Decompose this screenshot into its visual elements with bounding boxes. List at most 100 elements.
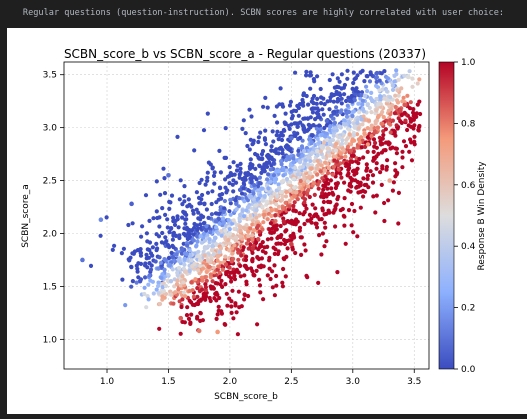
data-point (168, 226, 174, 231)
data-point (337, 92, 342, 97)
data-point (347, 98, 352, 104)
data-point (254, 268, 259, 273)
data-point (298, 135, 303, 140)
data-point (154, 179, 159, 184)
data-point (379, 71, 384, 76)
data-point (289, 122, 294, 127)
data-point (182, 262, 187, 267)
data-point (331, 99, 336, 104)
data-point (396, 93, 401, 98)
data-point (304, 93, 309, 99)
data-point (388, 112, 393, 117)
data-point (189, 300, 194, 305)
data-point (268, 179, 273, 184)
data-point (232, 277, 238, 282)
data-point (280, 151, 285, 156)
data-point (384, 101, 389, 106)
data-point (250, 222, 255, 227)
data-point (365, 126, 370, 131)
data-point (222, 235, 228, 240)
data-point (337, 135, 342, 140)
data-point (218, 246, 223, 251)
data-point (199, 240, 204, 245)
data-point (210, 244, 215, 249)
x-tick-label: 2.0 (223, 377, 238, 387)
data-point (272, 251, 277, 256)
data-point (360, 106, 365, 111)
data-point (284, 176, 290, 182)
data-point (364, 84, 369, 89)
data-point (365, 74, 370, 79)
data-point (162, 267, 167, 272)
data-point (226, 217, 231, 223)
data-point (269, 236, 274, 241)
data-point (182, 210, 187, 215)
data-point (147, 218, 152, 223)
data-point (130, 221, 135, 226)
data-point (237, 175, 242, 180)
data-point (338, 151, 344, 156)
data-point (184, 269, 189, 274)
data-point (369, 134, 374, 139)
data-point (317, 140, 322, 145)
data-point (302, 242, 307, 247)
data-point (392, 129, 397, 134)
data-point (294, 190, 299, 195)
data-point (170, 267, 175, 272)
data-point (346, 95, 351, 100)
data-point (144, 252, 149, 257)
data-point (202, 253, 207, 258)
data-point (412, 139, 417, 144)
data-point (198, 263, 203, 268)
data-point-outlier (215, 329, 220, 335)
data-point (417, 77, 422, 82)
data-point (381, 148, 386, 153)
data-point (119, 251, 124, 256)
data-point (315, 148, 320, 154)
data-point (304, 73, 309, 78)
data-point (229, 304, 234, 309)
data-point (146, 255, 151, 260)
data-point (225, 303, 230, 308)
data-point (324, 123, 329, 128)
data-point (234, 180, 239, 185)
data-point (365, 149, 370, 154)
data-point (268, 221, 273, 226)
data-point (276, 241, 281, 246)
data-point (200, 266, 206, 271)
data-point (300, 153, 305, 158)
data-point-outlier (98, 217, 104, 223)
data-point (353, 91, 358, 96)
data-point (191, 294, 196, 299)
data-point (223, 262, 229, 267)
data-point (408, 137, 413, 142)
data-point (205, 111, 210, 116)
data-point (313, 206, 318, 211)
data-point (395, 88, 400, 93)
data-point (287, 126, 292, 131)
data-point (192, 261, 197, 266)
data-point (164, 239, 169, 244)
data-point (361, 176, 366, 181)
data-point (237, 196, 242, 201)
data-point (359, 93, 364, 98)
data-point (187, 288, 192, 294)
colorbar-tick-label: 0.8 (461, 119, 476, 129)
data-point (278, 145, 283, 150)
data-point (260, 227, 265, 232)
data-point (346, 188, 351, 193)
data-point (180, 215, 185, 220)
data-point (281, 173, 286, 178)
data-point (300, 100, 306, 105)
data-point (254, 215, 259, 220)
data-point (249, 180, 254, 185)
data-point (330, 72, 335, 77)
data-point (166, 272, 171, 277)
data-point (267, 258, 272, 263)
data-point (196, 195, 202, 200)
data-point (258, 290, 263, 295)
data-point (356, 101, 361, 106)
data-point (329, 186, 334, 191)
data-point (314, 101, 319, 106)
data-point-outlier (227, 231, 233, 236)
